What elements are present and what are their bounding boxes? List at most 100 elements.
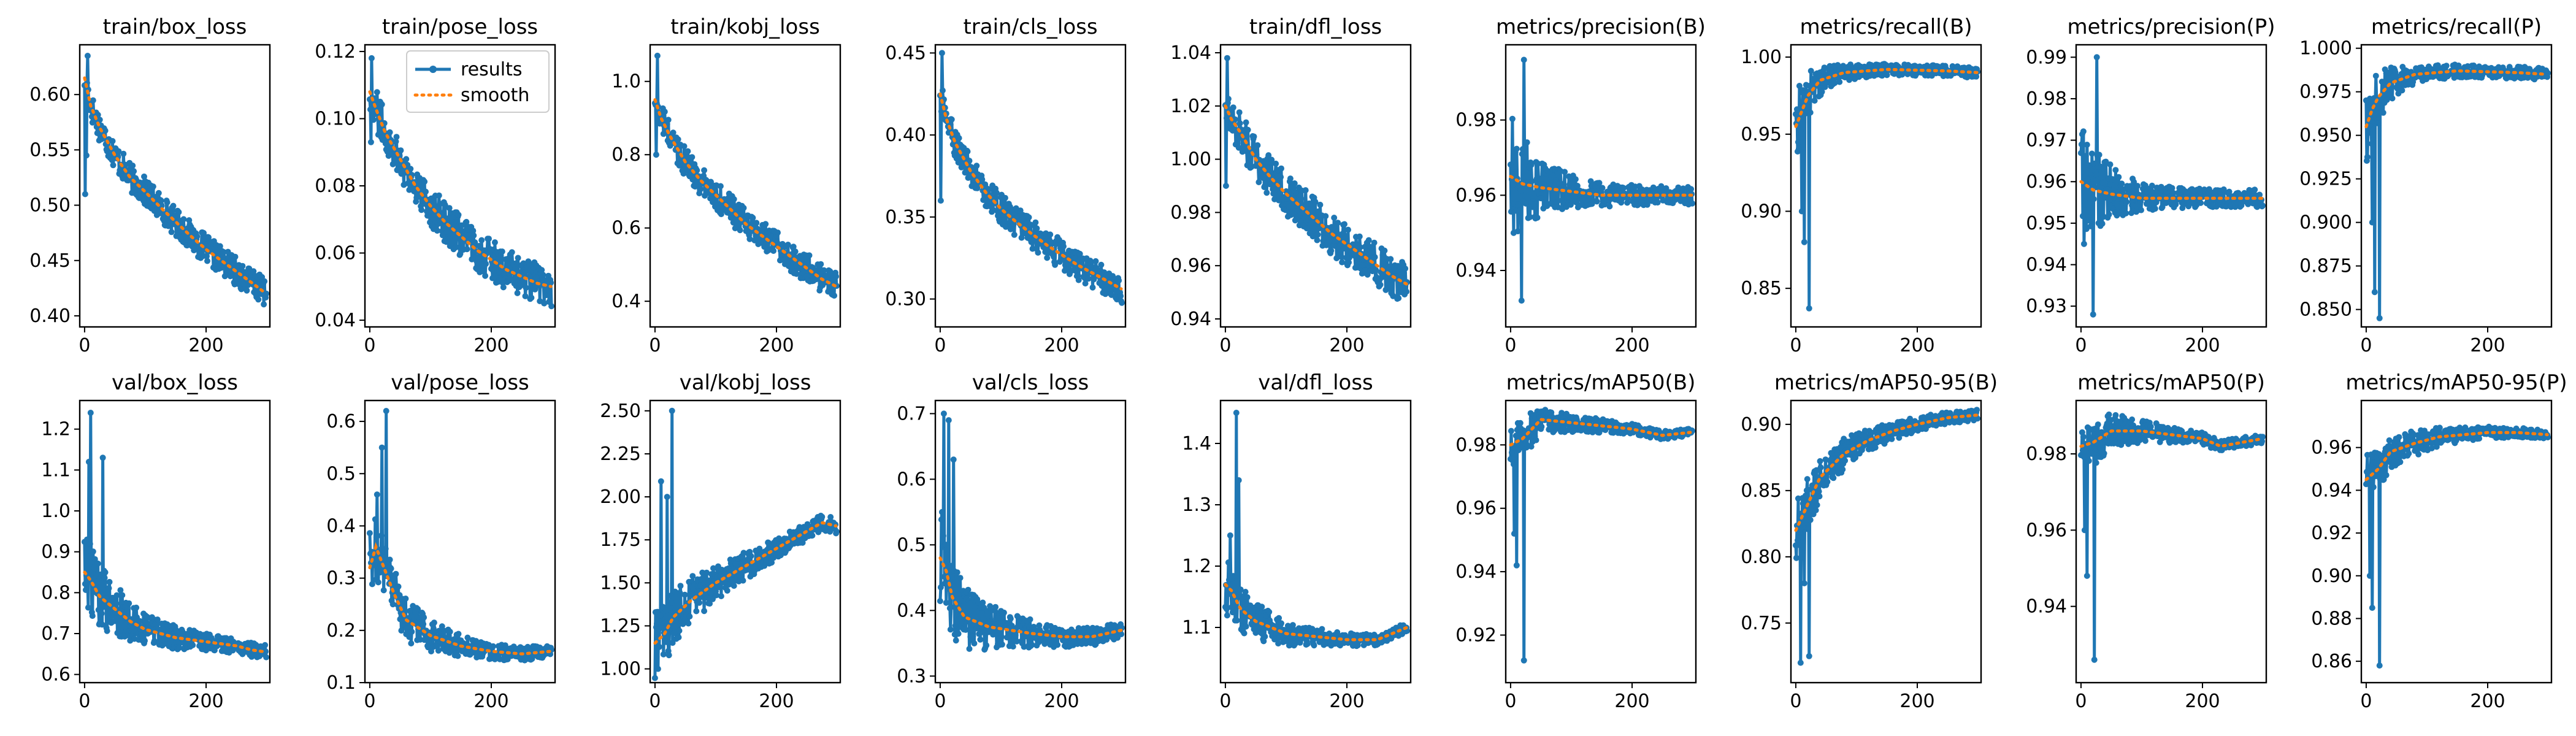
y-tick-label: 0.8 bbox=[41, 582, 71, 604]
result-point bbox=[204, 253, 210, 259]
axes-frame bbox=[1505, 399, 1697, 684]
result-point bbox=[120, 150, 127, 157]
plot-area bbox=[81, 410, 270, 661]
result-point bbox=[1314, 231, 1321, 238]
y-tick-label: 0.30 bbox=[885, 289, 926, 310]
y-tick-label: 0.96 bbox=[1455, 185, 1497, 206]
x-tick-label: 0 bbox=[1790, 335, 1801, 356]
x-tick-label: 200 bbox=[1329, 335, 1364, 356]
y-tick-label: 0.4 bbox=[611, 291, 641, 312]
result-point bbox=[370, 117, 377, 123]
result-point bbox=[737, 573, 743, 580]
axes-frame bbox=[79, 399, 271, 684]
y-tick-label: 0.900 bbox=[2299, 212, 2352, 234]
y-tick-label: 0.98 bbox=[1170, 202, 1211, 223]
result-point bbox=[956, 135, 962, 142]
y-tick-label: 2.00 bbox=[600, 486, 641, 508]
result-point bbox=[374, 89, 380, 96]
result-point bbox=[1572, 176, 1579, 183]
y-tick-label: 0.9 bbox=[41, 542, 71, 563]
result-point bbox=[2086, 162, 2093, 169]
result-point bbox=[1839, 466, 1846, 473]
result-point bbox=[994, 190, 1000, 196]
smooth-line bbox=[2079, 180, 2264, 200]
result-point bbox=[2099, 220, 2106, 227]
result-point bbox=[1525, 425, 1532, 432]
results-line bbox=[1794, 62, 1979, 310]
result-point bbox=[1233, 617, 1240, 624]
result-point bbox=[91, 556, 98, 562]
result-point bbox=[528, 294, 535, 301]
result-point bbox=[1033, 225, 1040, 232]
result-point bbox=[1802, 493, 1809, 499]
result-point bbox=[1680, 185, 1687, 192]
result-point bbox=[2088, 217, 2095, 224]
result-point bbox=[397, 616, 404, 623]
result-point bbox=[263, 290, 270, 297]
y-tick-label: 0.92 bbox=[1455, 624, 1497, 646]
axes-frame bbox=[364, 399, 556, 684]
result-point bbox=[1284, 195, 1290, 202]
result-point bbox=[1240, 614, 1247, 621]
result-point bbox=[190, 642, 196, 648]
result-point bbox=[1322, 213, 1329, 220]
result-point bbox=[1119, 299, 1125, 306]
result-point bbox=[2077, 150, 2084, 156]
result-point bbox=[1282, 638, 1289, 645]
y-tick-label: 0.93 bbox=[2026, 296, 2067, 317]
result-point bbox=[2256, 191, 2263, 198]
axes-frame bbox=[1505, 44, 1697, 328]
y-tick-label: 1.4 bbox=[1182, 433, 1211, 454]
x-tick-label: 200 bbox=[2185, 335, 2220, 356]
result-point bbox=[962, 626, 969, 633]
result-point bbox=[958, 164, 965, 171]
result-point bbox=[1089, 284, 1096, 291]
chart-title: metrics/recall(P) bbox=[2371, 15, 2542, 39]
result-point bbox=[180, 216, 187, 223]
results-points bbox=[2363, 61, 2551, 321]
result-point bbox=[90, 548, 96, 555]
result-point bbox=[367, 139, 374, 145]
result-point bbox=[434, 228, 440, 234]
result-point bbox=[2083, 142, 2090, 148]
result-point bbox=[1807, 516, 1814, 523]
result-point bbox=[756, 545, 763, 552]
y-tick-label: 0.95 bbox=[1741, 124, 1782, 145]
result-point bbox=[1029, 642, 1035, 648]
result-point bbox=[473, 638, 480, 645]
result-point bbox=[2079, 213, 2086, 220]
result-point bbox=[2364, 154, 2371, 161]
plot-area bbox=[81, 53, 270, 308]
chart-title: metrics/recall(B) bbox=[1800, 15, 1972, 39]
result-point bbox=[1098, 261, 1105, 268]
result-point bbox=[98, 610, 105, 617]
result-point bbox=[685, 620, 692, 627]
result-point bbox=[455, 212, 462, 218]
result-point bbox=[1345, 226, 1351, 233]
result-point bbox=[2138, 207, 2144, 213]
result-point bbox=[1373, 267, 1379, 274]
result-point bbox=[1688, 186, 1695, 193]
result-point bbox=[980, 615, 987, 622]
results-points bbox=[1222, 55, 1411, 302]
x-tick-label: 200 bbox=[1899, 335, 1934, 356]
result-point bbox=[1573, 199, 1579, 205]
y-tick-label: 0.4 bbox=[897, 600, 926, 621]
y-tick-label: 0.08 bbox=[315, 175, 356, 197]
result-point bbox=[1539, 175, 1546, 182]
smooth-line bbox=[368, 90, 553, 288]
y-tick-label: 0.40 bbox=[29, 305, 71, 327]
result-point bbox=[539, 267, 545, 274]
result-point bbox=[681, 591, 688, 598]
result-point bbox=[1402, 265, 1409, 272]
result-point bbox=[809, 532, 816, 539]
result-point bbox=[541, 300, 548, 307]
result-point bbox=[653, 621, 660, 627]
result-point bbox=[374, 491, 380, 498]
result-point bbox=[675, 634, 682, 641]
result-point bbox=[1534, 214, 1541, 221]
result-point bbox=[83, 536, 90, 543]
x-tick-label: 0 bbox=[2075, 335, 2087, 356]
